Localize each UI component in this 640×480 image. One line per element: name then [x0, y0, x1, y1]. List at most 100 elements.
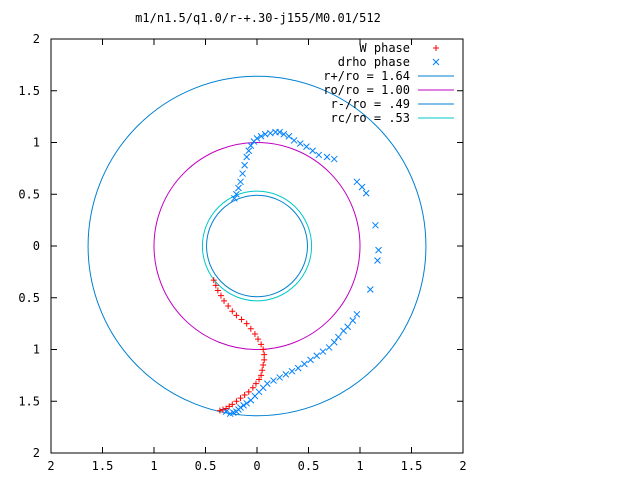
w-phase-point [226, 403, 233, 410]
y-tick-label: 1.5 [18, 84, 40, 98]
drho-phase-point [280, 130, 288, 138]
drho-phase-point [330, 338, 338, 346]
drho-phase-point [340, 327, 347, 335]
drho-phase-point [261, 130, 269, 138]
drho-phase-point [237, 178, 244, 186]
w-phase-point [233, 398, 240, 405]
x-tick-label: 0.5 [298, 459, 320, 473]
drho-phase-point [243, 153, 251, 161]
radius-circle-3 [153, 142, 361, 350]
w-phase-point [247, 325, 254, 332]
y-tick-label: 1 [33, 136, 40, 150]
drho-phase-point [301, 360, 308, 368]
legend-label: ro/ro = 1.00 [323, 83, 410, 97]
drho-phase-point [245, 147, 253, 155]
drho-phase-point [276, 374, 284, 381]
y-tick-label: 1.5 [18, 394, 40, 408]
drho-phase-point [375, 246, 382, 254]
legend-label: r+/ro = 1.64 [323, 69, 410, 83]
x-tick-label: 0.5 [195, 459, 217, 473]
axis-ticks [50, 38, 464, 454]
w-phase-point [261, 351, 268, 358]
w-phase-point [261, 356, 268, 363]
x-tick-label: 1 [356, 459, 363, 473]
drho-phase-point [247, 142, 255, 149]
drho-phase-point [240, 402, 247, 409]
w-phase-point [217, 292, 224, 299]
legend-swatch [432, 58, 440, 66]
w-phase-point [216, 407, 223, 414]
drho-phase-point [323, 153, 331, 161]
drho-phase-point [330, 155, 338, 163]
w-phase-point [238, 316, 245, 323]
drho-phase-point [309, 147, 316, 155]
w-phase-point [256, 376, 263, 383]
w-phase-point [252, 380, 259, 387]
drho-phase-point [358, 183, 366, 191]
w-phase-point [220, 406, 227, 413]
y-tick-label: 1 [33, 343, 40, 357]
y-tick-label: 0.5 [18, 187, 40, 201]
drho-phase-point [282, 370, 290, 378]
x-tick-label: 2 [459, 459, 466, 473]
x-tick-labels: 2 1.5 1 0.5 0 0.5 1 1.5 2 [47, 459, 466, 473]
phase-points [210, 128, 382, 418]
drho-phase-point [319, 348, 327, 355]
drho-phase-point [315, 151, 323, 159]
drho-phase-point [307, 356, 314, 364]
w-phase-point [237, 395, 244, 402]
w-phase-point [243, 320, 250, 327]
y-tick-label: 0 [33, 239, 40, 253]
w-phase-point [255, 336, 262, 343]
w-phase-point [225, 303, 232, 310]
w-phase-point [212, 282, 219, 289]
w-phase-point [221, 297, 228, 304]
drho-phase-point [270, 377, 277, 384]
drho-phase-point [235, 184, 242, 192]
w-phase-point [260, 362, 267, 369]
drho-phase-point [247, 396, 255, 404]
drho-phase-point [372, 221, 379, 229]
drho-phase-point [233, 190, 240, 198]
w-phase-point [259, 367, 266, 374]
legend-label: W phase [359, 41, 410, 55]
radius-circle-4 [206, 194, 308, 298]
drho-phase-point [366, 286, 374, 293]
drho-phase-point [241, 161, 248, 169]
drho-phase-point [349, 317, 357, 324]
x-tick-label: 1.5 [401, 459, 423, 473]
x-tick-label: 1.5 [92, 459, 114, 473]
w-phase-point [245, 388, 252, 395]
y-tick-label: 2 [33, 446, 40, 460]
drho-phase-point [285, 132, 293, 140]
legend-swatch [433, 45, 439, 51]
w-phase-point [233, 312, 240, 319]
drho-phase-point [335, 333, 342, 341]
w-phase-point [229, 401, 236, 408]
drho-phase-point [222, 408, 230, 415]
drho-phase-point [362, 189, 370, 197]
legend-label: r-/ro = .49 [331, 97, 410, 111]
drho-phase-point [374, 257, 381, 264]
drho-phase-point [257, 132, 265, 140]
drho-phase-point [243, 399, 251, 407]
w-phase-point [258, 372, 265, 379]
y-tick-label: 0.5 [18, 291, 40, 305]
w-phase-point [241, 392, 248, 399]
w-phase-point [214, 287, 221, 294]
w-phase-point [229, 308, 236, 315]
w-phase-point [251, 330, 258, 337]
radius-circle-2 [87, 75, 427, 417]
legend-label: drho phase [338, 55, 410, 69]
x-tick-label: 2 [47, 459, 54, 473]
drho-phase-point [239, 170, 246, 177]
x-tick-label: 1 [150, 459, 157, 473]
drho-phase-point [353, 178, 361, 186]
drho-phase-point [226, 410, 234, 418]
drho-phase-point [296, 140, 304, 147]
radius-circles [87, 75, 427, 417]
drho-phase-point [290, 137, 298, 144]
drho-phase-point [313, 352, 321, 360]
